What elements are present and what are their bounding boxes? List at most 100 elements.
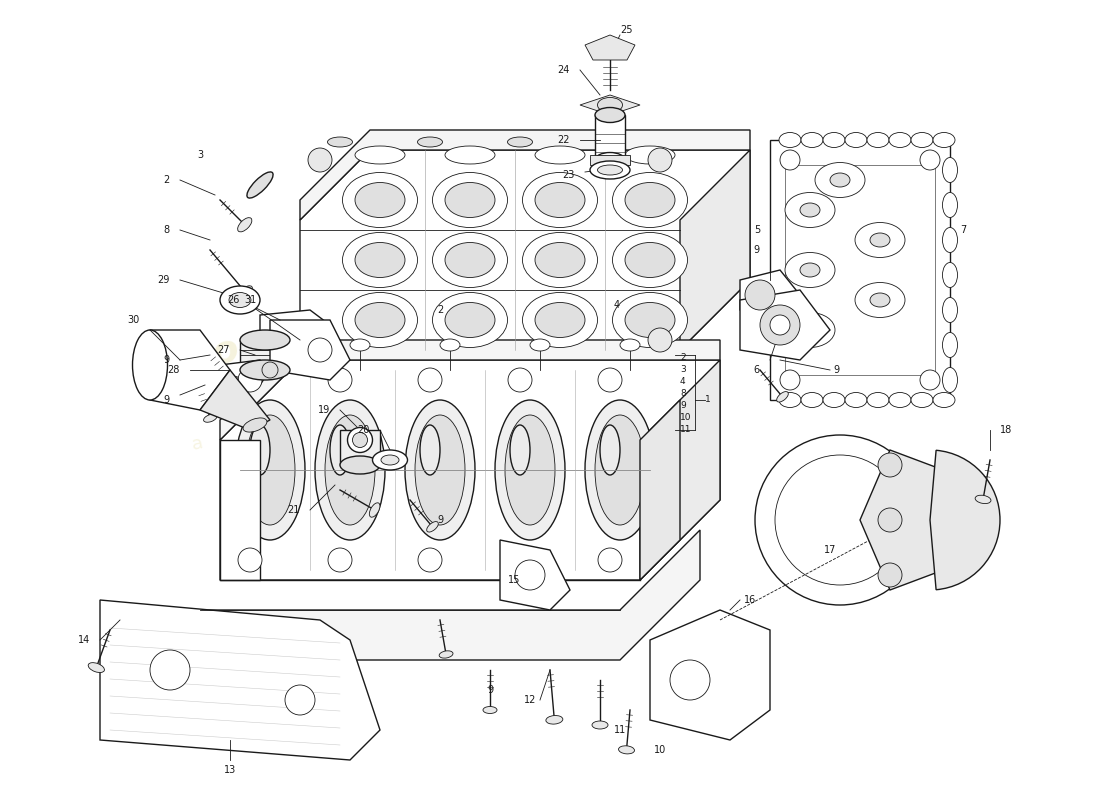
Ellipse shape — [427, 522, 438, 532]
Circle shape — [920, 150, 940, 170]
Circle shape — [780, 370, 800, 390]
Text: 11: 11 — [680, 426, 692, 434]
Ellipse shape — [220, 286, 260, 314]
Ellipse shape — [943, 367, 957, 393]
Ellipse shape — [446, 182, 495, 218]
Ellipse shape — [546, 715, 563, 724]
Ellipse shape — [507, 137, 532, 147]
Ellipse shape — [933, 393, 955, 407]
Ellipse shape — [613, 173, 688, 227]
Circle shape — [878, 508, 902, 532]
Text: 25: 25 — [620, 25, 632, 35]
Circle shape — [238, 548, 262, 572]
Text: 3: 3 — [197, 150, 204, 160]
Ellipse shape — [845, 133, 867, 147]
Wedge shape — [930, 450, 1000, 590]
Ellipse shape — [870, 233, 890, 247]
Text: 18: 18 — [1000, 425, 1012, 435]
Ellipse shape — [785, 193, 835, 227]
Ellipse shape — [943, 227, 957, 253]
Ellipse shape — [800, 203, 820, 217]
Polygon shape — [770, 140, 950, 400]
Ellipse shape — [911, 393, 933, 407]
Ellipse shape — [342, 233, 418, 287]
Text: 30: 30 — [128, 315, 140, 325]
Ellipse shape — [943, 158, 957, 182]
Polygon shape — [220, 360, 720, 580]
Ellipse shape — [867, 393, 889, 407]
Text: 9: 9 — [487, 685, 493, 695]
Ellipse shape — [597, 137, 623, 147]
Ellipse shape — [785, 253, 835, 287]
Text: 24: 24 — [558, 65, 570, 75]
Ellipse shape — [535, 146, 585, 164]
Ellipse shape — [600, 425, 620, 475]
Ellipse shape — [420, 425, 440, 475]
Circle shape — [515, 560, 544, 590]
Ellipse shape — [943, 262, 957, 287]
Text: 9: 9 — [437, 515, 443, 525]
Ellipse shape — [229, 293, 251, 307]
Ellipse shape — [535, 182, 585, 218]
Text: 28: 28 — [167, 365, 180, 375]
Text: 17: 17 — [824, 545, 836, 555]
Text: 22: 22 — [558, 135, 570, 145]
Text: 8: 8 — [680, 390, 685, 398]
Ellipse shape — [370, 502, 379, 518]
Ellipse shape — [777, 391, 789, 402]
Circle shape — [760, 305, 800, 345]
Ellipse shape — [355, 146, 405, 164]
Text: 9: 9 — [164, 395, 170, 405]
Ellipse shape — [238, 218, 252, 232]
Text: 13: 13 — [224, 765, 236, 775]
Text: 26: 26 — [228, 295, 240, 305]
Ellipse shape — [342, 173, 418, 227]
Circle shape — [418, 368, 442, 392]
Circle shape — [780, 150, 800, 170]
Ellipse shape — [595, 415, 645, 525]
Circle shape — [508, 368, 532, 392]
Circle shape — [328, 548, 352, 572]
Circle shape — [770, 315, 790, 335]
Polygon shape — [220, 440, 260, 580]
Ellipse shape — [801, 133, 823, 147]
Circle shape — [150, 650, 190, 690]
Ellipse shape — [597, 165, 623, 175]
Ellipse shape — [418, 137, 442, 147]
Ellipse shape — [522, 173, 597, 227]
Ellipse shape — [432, 173, 507, 227]
Text: 9: 9 — [834, 365, 840, 375]
Text: 10: 10 — [653, 745, 667, 755]
Polygon shape — [220, 340, 720, 440]
Ellipse shape — [505, 415, 556, 525]
Text: 6: 6 — [754, 365, 760, 375]
Ellipse shape — [625, 182, 675, 218]
Text: 19: 19 — [318, 405, 330, 415]
Polygon shape — [220, 360, 270, 385]
Ellipse shape — [432, 233, 507, 287]
Circle shape — [755, 435, 925, 605]
Text: 5: 5 — [754, 225, 760, 235]
Polygon shape — [585, 35, 635, 60]
Circle shape — [878, 453, 902, 477]
Ellipse shape — [239, 286, 252, 298]
Text: parts: parts — [616, 488, 684, 525]
Ellipse shape — [800, 323, 820, 337]
Ellipse shape — [204, 414, 217, 422]
Circle shape — [598, 548, 622, 572]
Ellipse shape — [779, 393, 801, 407]
Polygon shape — [785, 165, 935, 375]
Ellipse shape — [618, 746, 635, 754]
Ellipse shape — [446, 146, 495, 164]
Polygon shape — [650, 610, 770, 740]
Text: 9: 9 — [754, 245, 760, 255]
Ellipse shape — [348, 427, 373, 453]
Ellipse shape — [855, 282, 905, 318]
Ellipse shape — [867, 133, 889, 147]
Ellipse shape — [440, 339, 460, 351]
Ellipse shape — [855, 222, 905, 258]
Ellipse shape — [495, 400, 565, 540]
Ellipse shape — [315, 400, 385, 540]
Ellipse shape — [439, 651, 453, 658]
Text: 7: 7 — [960, 225, 966, 235]
